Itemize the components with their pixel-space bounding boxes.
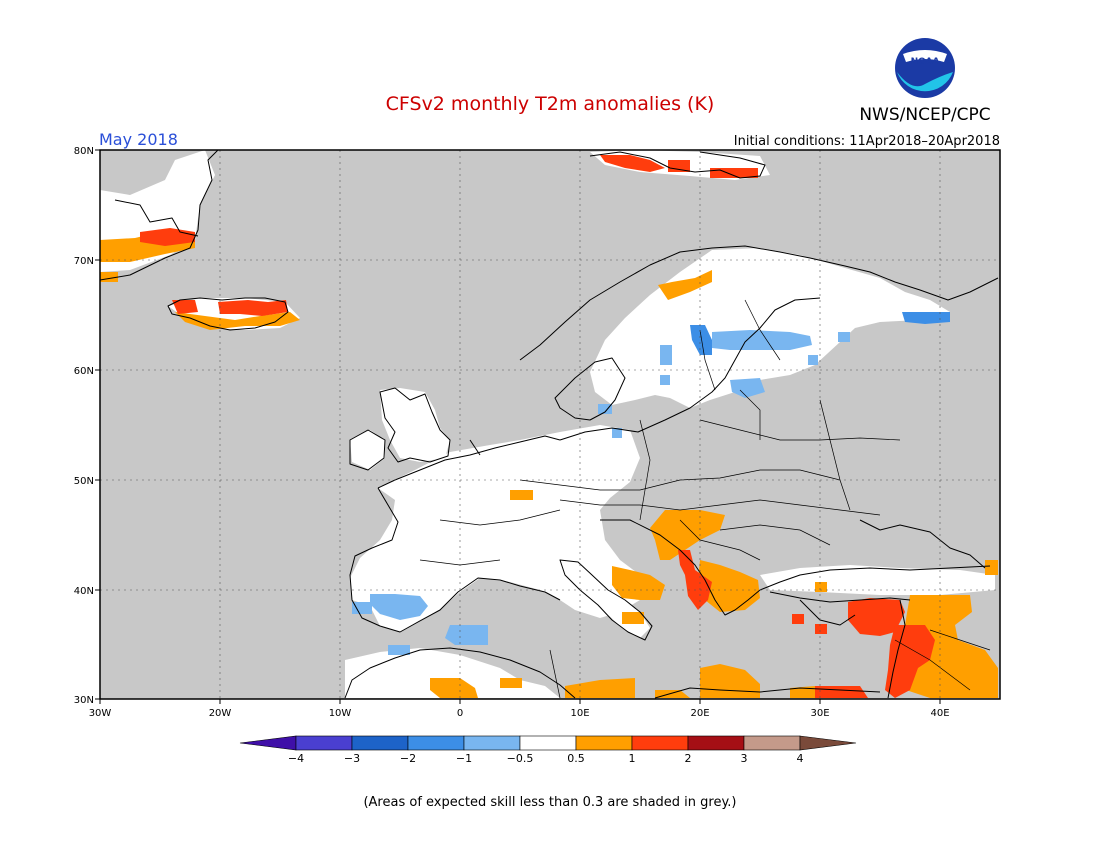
org-label: NWS/NCEP/CPC <box>859 105 990 125</box>
colorbar-label: 1 <box>629 752 636 765</box>
warm-anomaly-0-5-regions <box>100 232 998 698</box>
warm-anomaly-1-regions <box>140 155 935 698</box>
colorbar-swatch <box>687 735 745 751</box>
colorbar-swatch <box>463 735 521 751</box>
lon-label: 20W <box>209 708 232 719</box>
colorbar-swatch <box>631 735 689 751</box>
colorbar-swatch <box>351 735 409 751</box>
colorbar-swatch-max-arrow <box>799 735 857 751</box>
graticule <box>100 150 1000 699</box>
longitude-labels: 30W 20W 10W 0 10E 20E 30E 40E <box>89 708 950 719</box>
initial-conditions: Initial conditions: 11Apr2018–20Apr2018 <box>734 134 1000 149</box>
colorbar-label: 3 <box>741 752 748 765</box>
lon-label: 0 <box>457 708 463 719</box>
cool-anomaly-1-regions <box>690 312 950 355</box>
latitude-ticks <box>95 149 100 700</box>
colorbar-label: 2 <box>685 752 692 765</box>
skill-note: (Areas of expected skill less than 0.3 a… <box>363 795 736 810</box>
map-panel <box>99 149 1001 700</box>
lat-label: 60N <box>74 366 94 377</box>
lat-label: 40N <box>74 586 94 597</box>
colorbar: −4 −3 −2 −1 −0.5 0.5 1 2 3 4 <box>239 735 857 765</box>
lat-label: 50N <box>74 476 94 487</box>
lon-label: 40E <box>930 708 949 719</box>
colorbar-swatch <box>519 735 577 751</box>
lon-label: 30E <box>810 708 829 719</box>
noaa-logo-text: NOAA <box>911 57 940 67</box>
map-frame <box>99 149 1001 700</box>
cool-anomaly-0-5-regions <box>352 330 850 655</box>
lon-label: 10W <box>329 708 352 719</box>
lon-label: 30W <box>89 708 112 719</box>
colorbar-swatch <box>575 735 633 751</box>
chart-title: CFSv2 monthly T2m anomalies (K) <box>386 93 715 115</box>
colorbar-label: 4 <box>797 752 804 765</box>
lat-label: 70N <box>74 256 94 267</box>
colorbar-swatch <box>295 735 353 751</box>
lon-label: 20E <box>690 708 709 719</box>
colorbar-label: −1 <box>456 752 472 765</box>
lat-label: 80N <box>74 146 94 157</box>
colorbar-label: −2 <box>400 752 416 765</box>
colorbar-label: −3 <box>344 752 360 765</box>
colorbar-swatch <box>743 735 801 751</box>
forecast-month: May 2018 <box>99 130 178 149</box>
colorbar-swatch-min-arrow <box>239 735 297 751</box>
noaa-logo: NOAA <box>895 38 955 98</box>
colorbar-label: 0.5 <box>567 752 585 765</box>
colorbar-swatch <box>407 735 465 751</box>
lat-label: 30N <box>74 695 94 706</box>
colorbar-label: −0.5 <box>507 752 534 765</box>
coastlines <box>99 149 999 699</box>
latitude-labels: 80N 70N 60N 50N 40N 30N <box>74 146 94 706</box>
longitude-ticks <box>99 699 941 704</box>
lon-label: 10E <box>570 708 589 719</box>
colorbar-label: −4 <box>288 752 304 765</box>
